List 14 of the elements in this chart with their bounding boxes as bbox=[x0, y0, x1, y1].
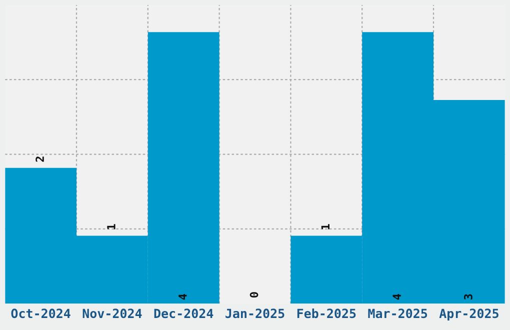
data-label: 3 bbox=[464, 294, 472, 300]
x-tick-label: Dec-2024 bbox=[154, 308, 214, 318]
data-label: 2 bbox=[36, 156, 44, 162]
x-tick-label: Feb-2025 bbox=[297, 308, 356, 318]
data-label: 1 bbox=[321, 224, 330, 230]
data-label: 1 bbox=[107, 224, 116, 230]
data-label: 0 bbox=[250, 292, 258, 298]
x-tick-label: Oct-2024 bbox=[11, 308, 70, 318]
x-tick-label: Apr-2025 bbox=[439, 308, 498, 321]
data-label: 4 bbox=[392, 294, 401, 300]
data-label: 4 bbox=[178, 294, 187, 300]
x-tick-label: Nov-2024 bbox=[82, 308, 142, 318]
x-tick-label: Jan-2025 bbox=[226, 308, 284, 318]
x-tick-label: Mar-2025 bbox=[368, 308, 428, 318]
